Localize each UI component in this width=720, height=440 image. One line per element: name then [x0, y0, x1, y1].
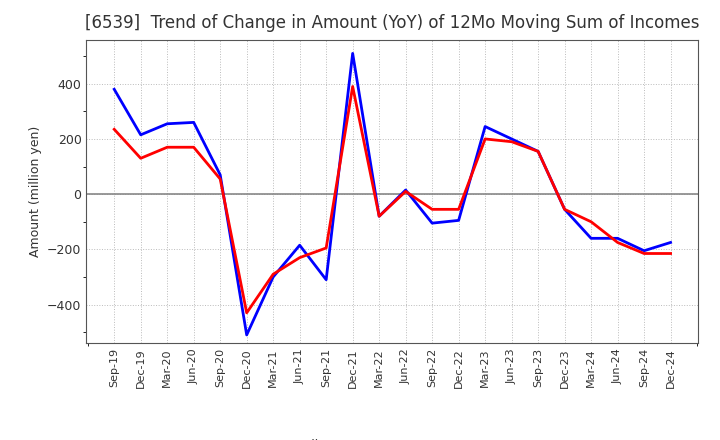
Net Income [428, 207, 436, 212]
Ordinary Income [666, 240, 675, 245]
Line: Net Income: Net Income [114, 87, 670, 313]
Ordinary Income [587, 236, 595, 241]
Net Income [110, 127, 119, 132]
Title: [6539]  Trend of Change in Amount (YoY) of 12Mo Moving Sum of Incomes: [6539] Trend of Change in Amount (YoY) o… [85, 15, 700, 33]
Ordinary Income [375, 213, 384, 219]
Net Income [375, 213, 384, 219]
Net Income [613, 240, 622, 245]
Net Income [401, 189, 410, 194]
Ordinary Income [534, 149, 542, 154]
Net Income [666, 251, 675, 256]
Y-axis label: Amount (million yen): Amount (million yen) [29, 126, 42, 257]
Net Income [136, 156, 145, 161]
Ordinary Income [640, 248, 649, 253]
Ordinary Income [348, 51, 357, 56]
Ordinary Income [428, 220, 436, 226]
Net Income [269, 271, 277, 277]
Net Income [587, 219, 595, 224]
Ordinary Income [269, 274, 277, 279]
Net Income [322, 246, 330, 251]
Net Income [454, 207, 463, 212]
Ordinary Income [613, 236, 622, 241]
Net Income [508, 139, 516, 144]
Ordinary Income [295, 242, 304, 248]
Net Income [189, 145, 198, 150]
Line: Ordinary Income: Ordinary Income [114, 53, 670, 335]
Net Income [295, 255, 304, 260]
Ordinary Income [189, 120, 198, 125]
Ordinary Income [322, 277, 330, 282]
Legend: Ordinary Income, Net Income: Ordinary Income, Net Income [246, 434, 539, 440]
Ordinary Income [136, 132, 145, 137]
Net Income [163, 145, 171, 150]
Net Income [216, 176, 225, 182]
Ordinary Income [508, 136, 516, 142]
Ordinary Income [560, 207, 569, 212]
Net Income [243, 310, 251, 315]
Net Income [481, 136, 490, 142]
Ordinary Income [481, 124, 490, 129]
Ordinary Income [163, 121, 171, 126]
Net Income [640, 251, 649, 256]
Net Income [534, 149, 542, 154]
Ordinary Income [110, 87, 119, 92]
Ordinary Income [401, 187, 410, 193]
Ordinary Income [243, 332, 251, 337]
Net Income [560, 207, 569, 212]
Ordinary Income [454, 218, 463, 223]
Net Income [348, 84, 357, 89]
Ordinary Income [216, 172, 225, 177]
